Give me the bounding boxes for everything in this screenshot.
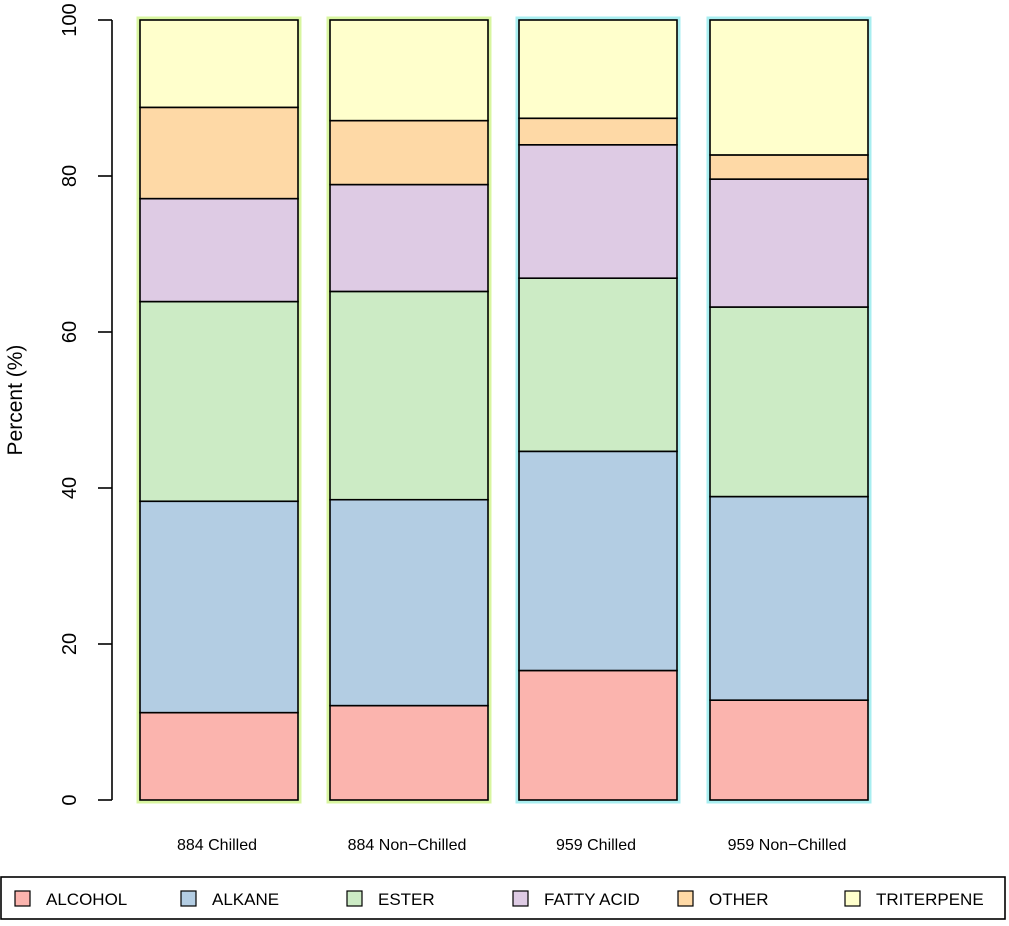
legend-swatch: [512, 890, 529, 907]
bar-segment: [139, 500, 299, 714]
bar-segment: [329, 119, 489, 186]
bar-segment: [329, 498, 489, 707]
bar-segment: [709, 154, 869, 180]
bar-segment: [518, 450, 678, 672]
x-tick-label: 959 Non−Chilled: [728, 837, 847, 854]
bar-segment: [709, 19, 869, 156]
bar-outline: [706, 16, 872, 804]
y-tick-label: 0: [59, 794, 81, 805]
legend-label: TRITERPENE: [876, 890, 984, 909]
legend-label: FATTY ACID: [544, 890, 640, 909]
legend-label: ALCOHOL: [46, 890, 127, 909]
legend-swatch: [14, 890, 31, 907]
bar-group: [706, 16, 872, 804]
bar-outline: [136, 16, 302, 804]
y-tick-label: 20: [59, 633, 81, 655]
y-axis: 0 20 40 60 80 100: [59, 3, 113, 806]
bar-segment: [709, 178, 869, 308]
x-axis-labels: 884 Chilled 884 Non−Chilled 959 Chilled 959…: [177, 837, 846, 854]
bar-group: [515, 16, 681, 804]
legend-item: OTHER: [677, 890, 769, 909]
bar-segment: [709, 306, 869, 498]
legend-label: OTHER: [709, 890, 769, 909]
legend-item: ESTER: [346, 890, 435, 909]
legend-swatch: [677, 890, 694, 907]
y-tick-label: 40: [59, 477, 81, 499]
bar-segment: [518, 19, 678, 120]
bar-segment: [518, 117, 678, 146]
bar-segment: [518, 669, 678, 801]
bar-segment: [329, 183, 489, 293]
legend-item: ALKANE: [180, 890, 279, 909]
x-tick-label: 884 Chilled: [177, 837, 257, 854]
y-tick-label: 60: [59, 321, 81, 343]
bar-segment: [709, 495, 869, 701]
bar-segment: [518, 144, 678, 279]
bar-segment: [139, 197, 299, 303]
legend-label: ALKANE: [212, 890, 279, 909]
bar-outline: [515, 16, 681, 804]
bar-segment: [139, 106, 299, 200]
y-tick-label: 100: [59, 3, 81, 36]
bar-segment: [139, 300, 299, 503]
legend-item: FATTY ACID: [512, 890, 640, 909]
bar-segment: [518, 277, 678, 453]
bar-outline: [326, 16, 492, 804]
legend-swatch: [346, 890, 363, 907]
legend-swatch: [180, 890, 197, 907]
x-tick-label: 959 Chilled: [556, 837, 636, 854]
legend-label: ESTER: [378, 890, 435, 909]
bar-segment: [329, 290, 489, 501]
legend-item: TRITERPENE: [844, 890, 984, 909]
bar-segment: [709, 699, 869, 801]
bar-segment: [329, 19, 489, 122]
y-axis-title: Percent (%): [4, 345, 27, 456]
legend-box: [0, 876, 1006, 920]
x-tick-label: 884 Non−Chilled: [348, 837, 467, 854]
bar-group: [136, 16, 302, 804]
legend-item: ALCOHOL: [14, 890, 127, 909]
legend: ALCOHOL ALKANE ESTER FATTY ACID OTHER TRITERP…: [0, 876, 1006, 920]
bars-layer: [136, 16, 872, 804]
y-tick-label: 80: [59, 165, 81, 187]
bar-segment: [139, 19, 299, 109]
bar-segment: [329, 704, 489, 801]
bar-segment: [139, 711, 299, 801]
legend-swatch: [844, 890, 861, 907]
bar-group: [326, 16, 492, 804]
